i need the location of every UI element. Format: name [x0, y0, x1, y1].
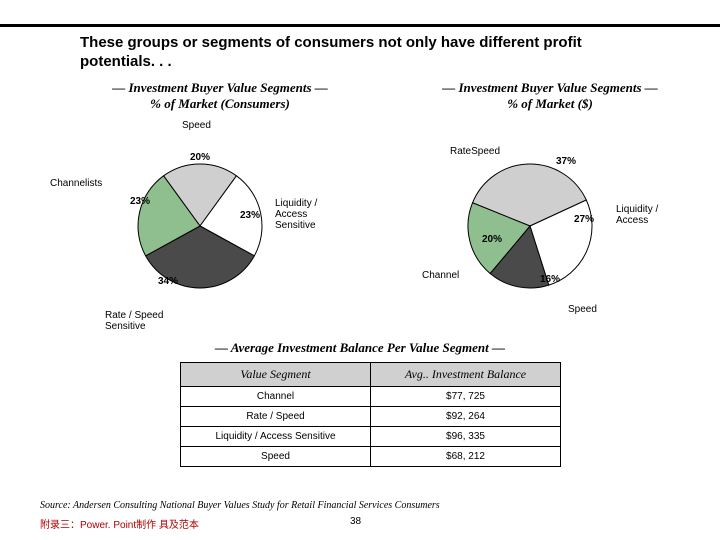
table-row: Speed$68, 212 — [181, 447, 561, 467]
pie-slice-pct: 27% — [574, 214, 594, 225]
headline: These groups or segments of consumers no… — [80, 34, 660, 72]
table-row: Liquidity / Access Sensitive$96, 335 — [181, 427, 561, 447]
pie-slice-label: Rate / SpeedSensitive — [105, 310, 163, 332]
pie-slice-pct: 20% — [190, 152, 210, 163]
table-cell: $92, 264 — [371, 407, 561, 427]
left-pie-chart: SpeedChannelistsRate / SpeedSensitiveLiq… — [50, 118, 370, 318]
table-cell: Speed — [181, 447, 371, 467]
top-rule — [0, 24, 720, 27]
left-subtitle-line2: % of Market (Consumers) — [150, 96, 290, 111]
table-row: Rate / Speed$92, 264 — [181, 407, 561, 427]
right-subtitle: — Investment Buyer Value Segments — % of… — [420, 80, 680, 112]
table-title: — Average Investment Balance Per Value S… — [0, 340, 720, 356]
left-subtitle-line1: — Investment Buyer Value Segments — — [112, 80, 328, 95]
right-subtitle-line1: — Investment Buyer Value Segments — — [442, 80, 658, 95]
pie-slice-label: RateSpeed — [450, 146, 500, 157]
value-segment-table: Value Segment Avg.. Investment Balance C… — [180, 362, 561, 467]
right-pie-chart: RateSpeed Liquidity /Access Speed Channel 37… — [400, 118, 720, 318]
col-header-balance: Avg.. Investment Balance — [371, 363, 561, 387]
right-subtitle-line2: % of Market ($) — [507, 96, 593, 111]
table-cell: Rate / Speed — [181, 407, 371, 427]
pie-slice-label: Speed — [182, 120, 211, 131]
table-row: Channel$77, 725 — [181, 387, 561, 407]
pie-slice-pct: 23% — [130, 196, 150, 207]
pie-slice-label: Channelists — [50, 178, 102, 189]
pie-slice-pct: 34% — [158, 276, 178, 287]
pie-slice-pct: 16% — [540, 274, 560, 285]
table-cell: Channel — [181, 387, 371, 407]
pie-slice-label: Liquidity /Access — [616, 204, 658, 226]
pie-slice-label: Channel — [422, 270, 459, 281]
page-number: 38 — [350, 516, 361, 527]
table-cell: $77, 725 — [371, 387, 561, 407]
pie-slice-pct: 20% — [482, 234, 502, 245]
pie-slice-label: Speed — [568, 304, 597, 315]
left-subtitle: — Investment Buyer Value Segments — % of… — [80, 80, 360, 112]
table-cell: $68, 212 — [371, 447, 561, 467]
source-line: Source: Andersen Consulting National Buy… — [40, 500, 440, 511]
appendix-line: 附录三：Power. Point制作 具及范本 — [40, 516, 199, 531]
col-header-segment: Value Segment — [181, 363, 371, 387]
pie-slice-pct: 23% — [240, 210, 260, 221]
pie-slice-label: Liquidity /AccessSensitive — [275, 198, 317, 231]
pie-slice-pct: 37% — [556, 156, 576, 167]
table-cell: Liquidity / Access Sensitive — [181, 427, 371, 447]
table-cell: $96, 335 — [371, 427, 561, 447]
